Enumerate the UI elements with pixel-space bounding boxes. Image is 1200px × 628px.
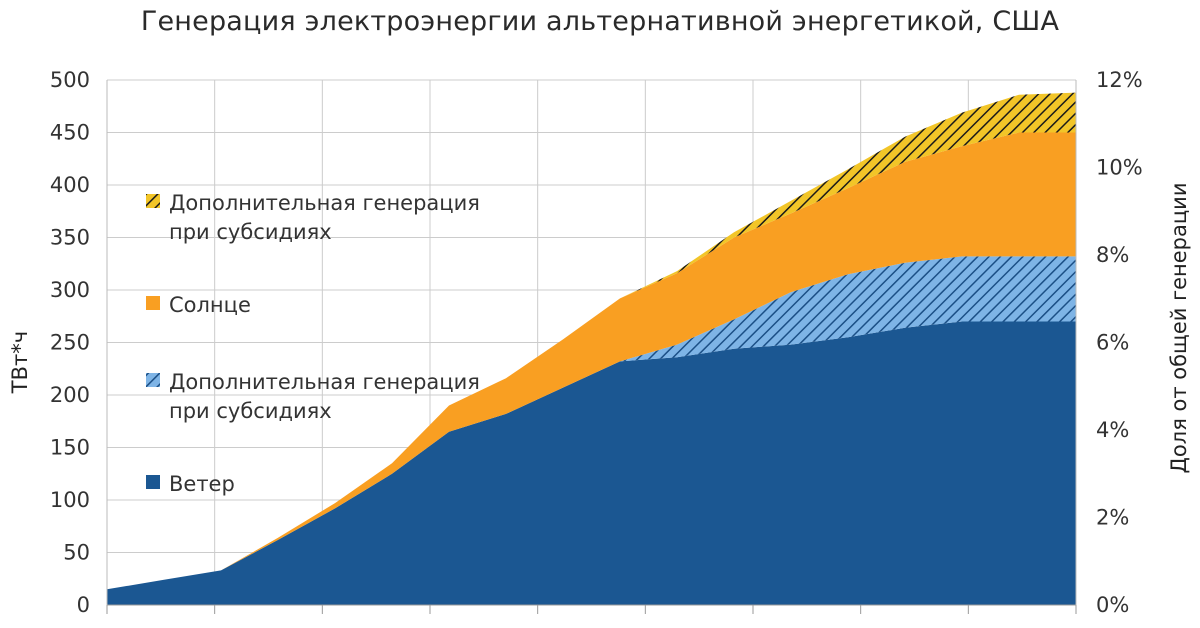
plot-areas (107, 92, 1076, 605)
legend-swatch-solar (146, 296, 160, 310)
area-wind-subsidy (107, 256, 1076, 590)
y2-tick-label: 4% (1096, 418, 1129, 442)
legend-label: при субсидиях (169, 399, 332, 423)
y-tick-label: 50 (63, 541, 90, 565)
y-tick-label: 0 (77, 593, 90, 617)
axes: 0 50 100 150 200 250 300 350 400 450 500 0% 2% 4% 6% 8%… (50, 68, 1143, 617)
y-tick-label: 100 (50, 488, 90, 512)
y2-tick-label: 8% (1096, 243, 1129, 267)
y2-tick-label: 2% (1096, 506, 1129, 530)
y-tick-label: 250 (50, 331, 90, 355)
area-solar (107, 132, 1076, 590)
y-tick-label: 400 (50, 173, 90, 197)
y-tick-label: 200 (50, 383, 90, 407)
y2-tick-label: 6% (1096, 331, 1129, 355)
legend-label: Ветер (169, 472, 235, 496)
y-tick-label: 300 (50, 278, 90, 302)
y2-tick-label: 10% (1096, 156, 1143, 180)
y-axis-title: ТВт*ч (8, 331, 32, 394)
y2-tick-label: 0% (1096, 593, 1129, 617)
legend-label: Дополнительная генерация (169, 370, 480, 394)
legend-swatch-wind-subsidy (146, 373, 160, 387)
legend: Дополнительная генерация при субсидиях Сол… (146, 191, 480, 496)
chart-title: Генерация электроэнергии альтернативной … (140, 6, 1060, 37)
y-tick-label: 150 (50, 436, 90, 460)
legend-label: Дополнительная генерация (169, 191, 480, 215)
y2-axis-title: Доля от общей генерации (1167, 183, 1191, 474)
legend-label: при субсидиях (169, 220, 332, 244)
y2-tick-label: 12% (1096, 68, 1143, 92)
legend-swatch-solar-subsidy (146, 194, 160, 208)
legend-swatch-wind (146, 475, 160, 489)
y-tick-label: 450 (50, 121, 90, 145)
y-tick-label: 350 (50, 226, 90, 250)
y-tick-label: 500 (50, 68, 90, 92)
legend-label: Солнце (169, 293, 251, 317)
area-wind (107, 321, 1076, 605)
